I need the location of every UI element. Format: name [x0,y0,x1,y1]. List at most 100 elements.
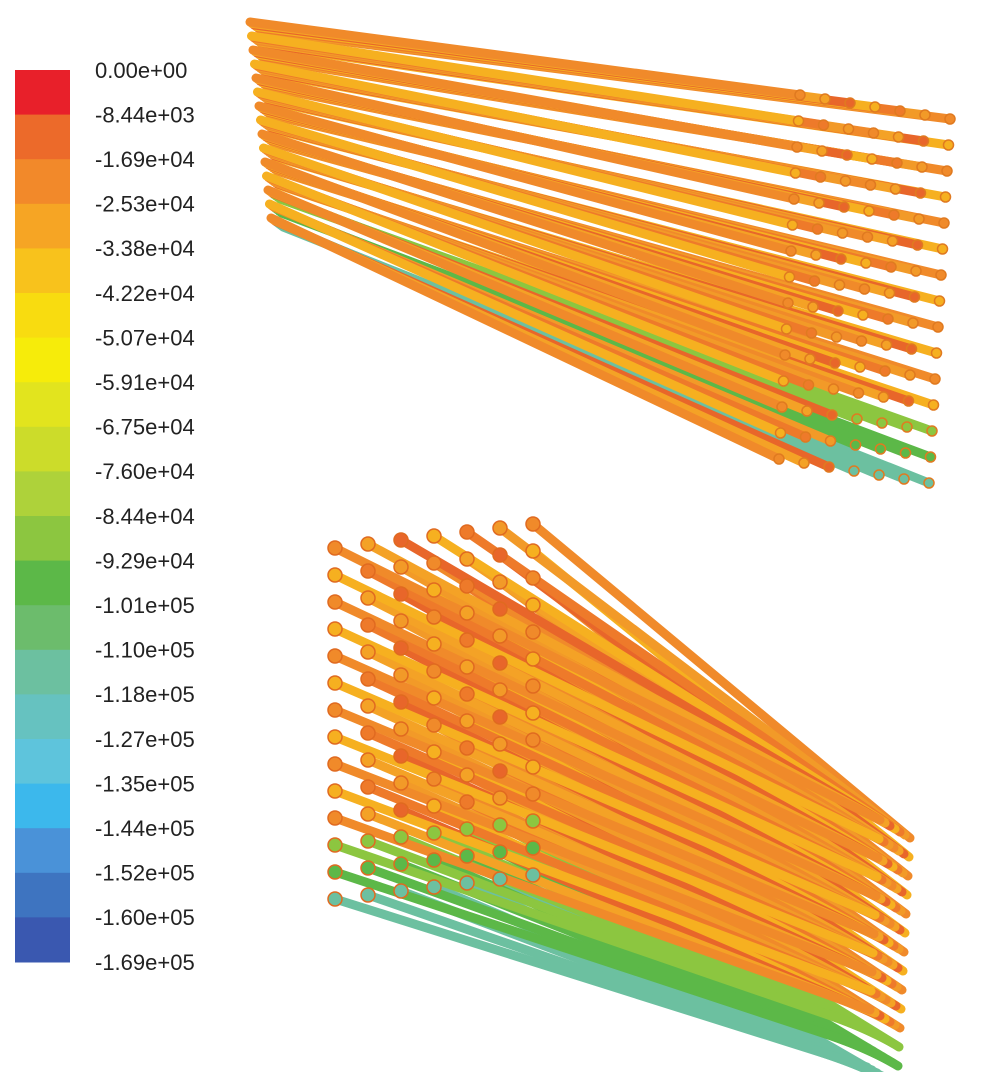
tube-end [901,421,913,433]
tube-end [858,283,871,295]
tube-end [917,135,930,147]
tube-end [426,582,442,598]
tube-end [360,887,376,903]
tube-end [854,361,866,373]
tube-end [525,840,541,856]
tube-end [525,651,541,667]
tube-end [891,157,903,169]
tube [330,759,877,977]
tube [251,73,799,204]
tube-end [848,465,860,477]
tube [330,543,885,825]
tube-end [866,153,878,165]
tube-end [942,139,955,151]
legend-swatch [15,605,70,651]
tube-end [327,756,343,772]
tube-end [898,473,910,485]
tube-end [924,451,937,463]
tube [247,31,803,126]
tube-end [923,477,935,489]
tube-end [525,705,541,721]
tube-end [327,540,343,556]
tube [263,185,787,412]
tube-end [393,721,409,737]
legend-swatch [15,516,70,562]
tube [330,867,873,1053]
tube-end [459,632,475,648]
tube-end [798,457,810,469]
tube-end [360,590,376,606]
tube-end [360,536,376,552]
tube-end [869,101,881,113]
tube-end [327,891,343,907]
tube-end [885,261,897,273]
tube-end [426,771,442,787]
tube-end [844,97,856,109]
tube-end [857,309,869,321]
tube-end [360,644,376,660]
legend-swatch [15,70,70,116]
tube-end [802,379,815,391]
legend-swatch [15,471,70,517]
tube-end [360,617,376,633]
tube-end [786,219,799,231]
tube-end [459,659,475,675]
tube-end [873,469,885,481]
tube [260,157,790,360]
tube-end [927,399,940,411]
tube-end [525,543,541,559]
tube-end [492,547,508,563]
tube-end [492,628,508,644]
tube-end [327,837,343,853]
tube-end [824,435,837,447]
tube-end [426,852,442,868]
tube-end [426,636,442,652]
tube-end [492,736,508,752]
tube-end [360,779,376,795]
tube-end [393,802,409,818]
tube-end [525,597,541,613]
tube-end [913,213,925,225]
tube-end [880,339,893,351]
tube-end [327,594,343,610]
tube-end [816,145,828,157]
tube-end [426,744,442,760]
tube-end [877,391,890,403]
tube-end [863,205,875,217]
tube-end [936,243,949,255]
tube-end [327,702,343,718]
tube [253,87,797,230]
tube-end [916,161,928,173]
tube-end [327,810,343,826]
legend-swatch [15,159,70,205]
tube-end [791,141,803,153]
tube-end [832,305,844,317]
legend-label: 0.00e+00 [95,58,187,83]
tube-end [459,848,475,864]
tube-end [426,663,442,679]
tube-end [459,551,475,567]
tube [330,651,881,901]
tube-end [792,115,805,127]
tube-end [426,879,442,895]
tube-end [782,297,794,309]
tube-end [939,191,952,203]
tube-end [525,570,541,586]
tube-end [808,275,821,287]
tube-end [783,271,796,283]
tube-end [360,698,376,714]
tube-end [935,269,947,281]
tube-end [360,563,376,579]
tube-end [908,291,921,303]
tube-end [393,694,409,710]
tube-end [393,829,409,845]
tube-end [525,867,541,883]
tube-end [360,860,376,876]
tube-end [393,640,409,656]
tube-end [874,443,887,455]
legend-label: -7.60e+04 [95,459,195,484]
tube-end [327,621,343,637]
tube-end [525,759,541,775]
